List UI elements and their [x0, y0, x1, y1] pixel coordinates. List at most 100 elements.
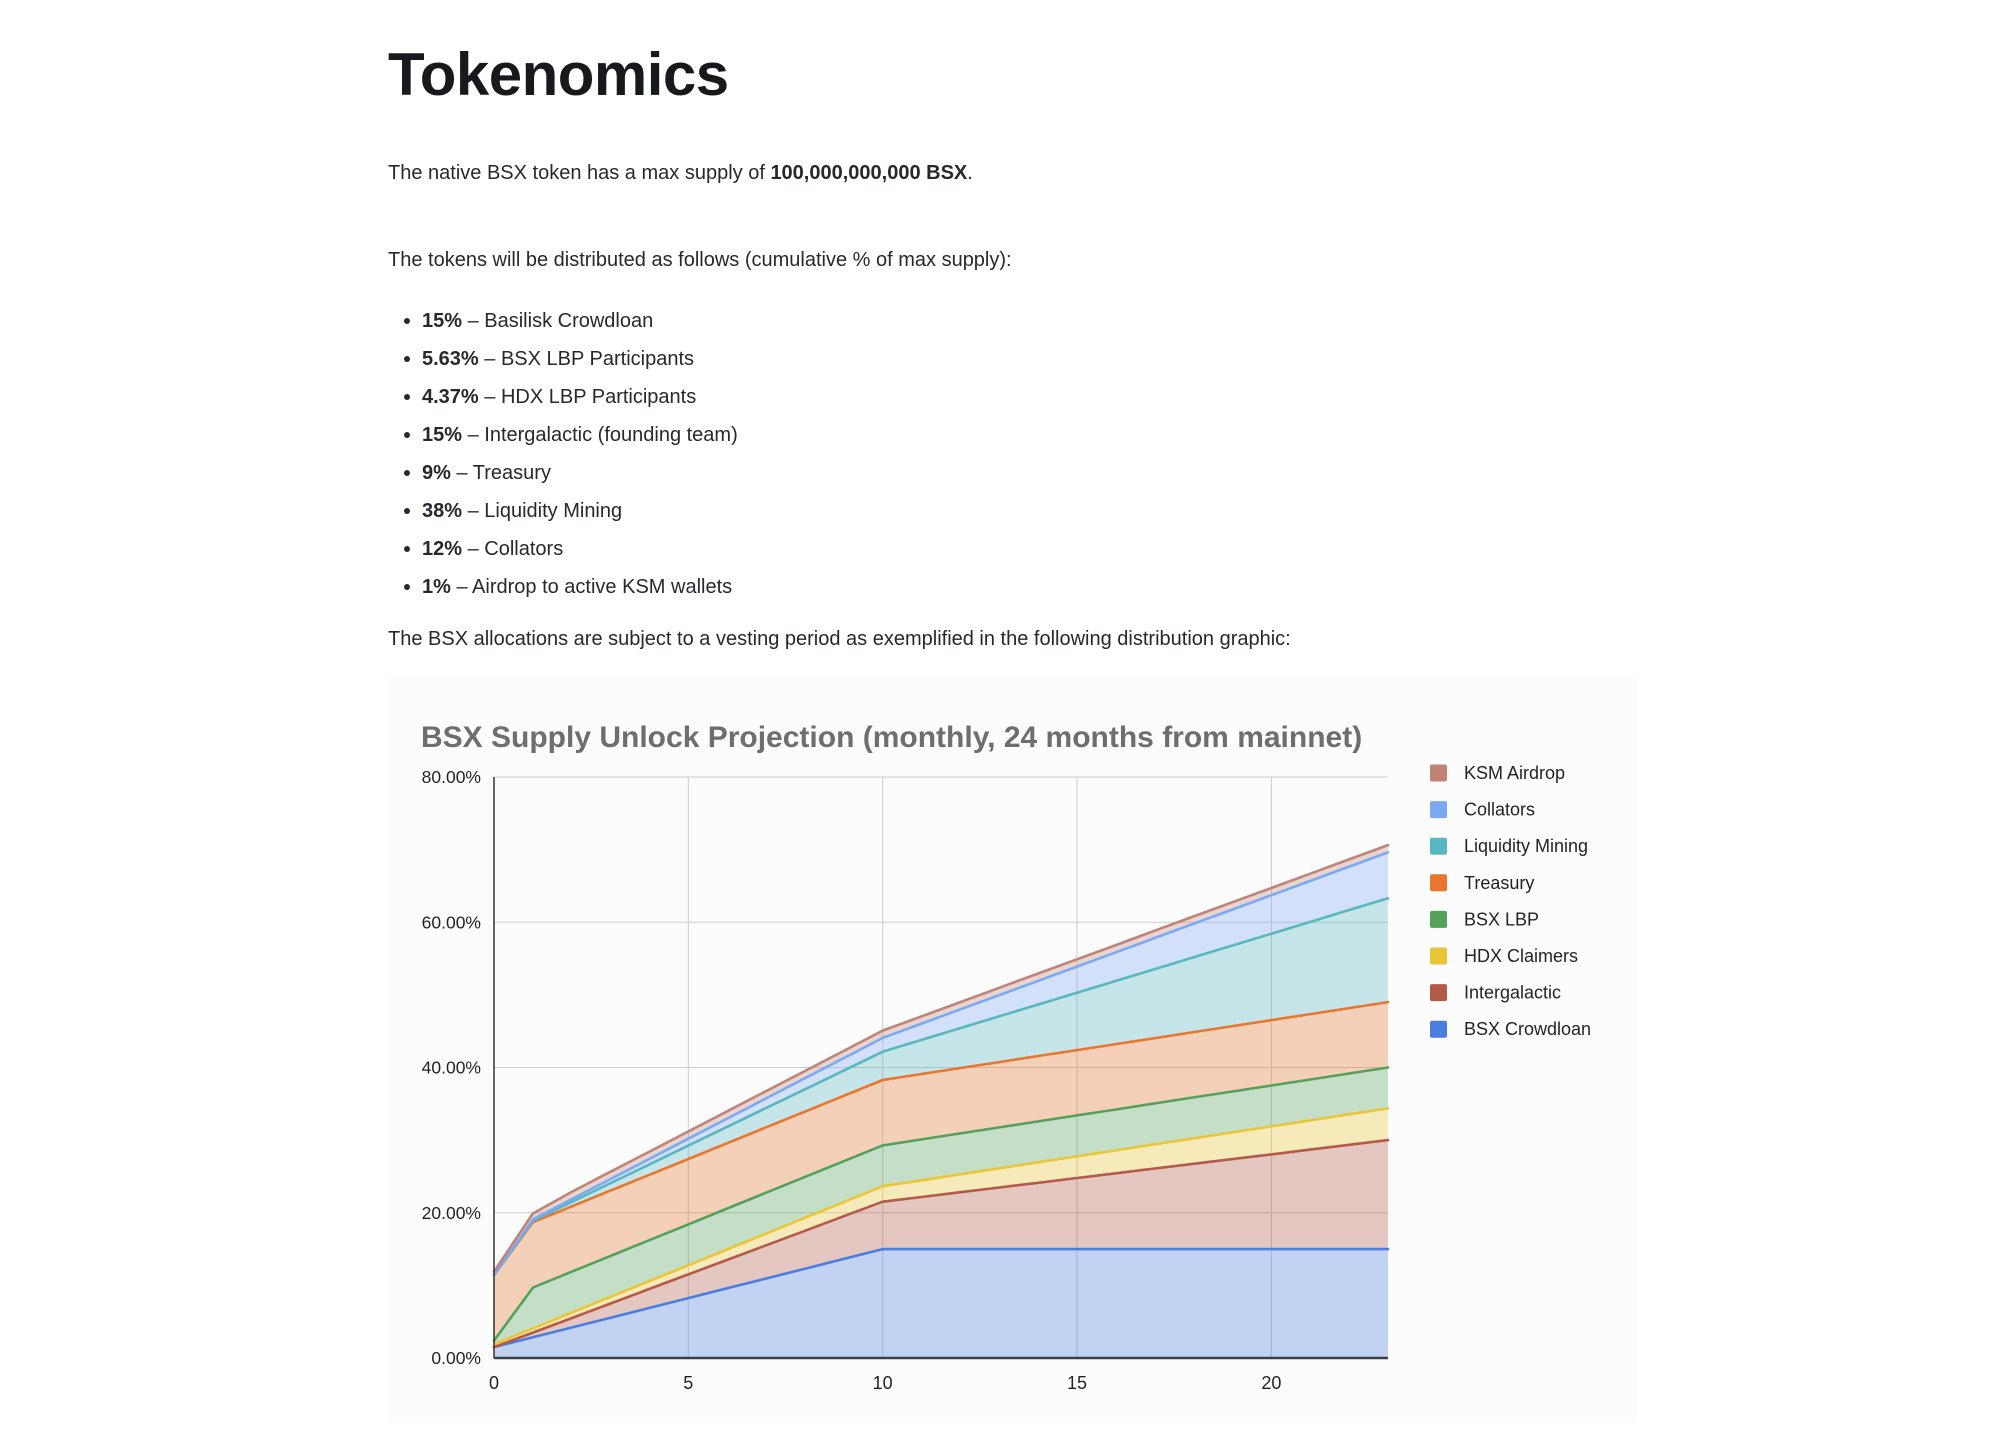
series-line-bsx-crowdloan — [492, 1247, 1390, 1349]
legend: KSM Airdrop Collators Liquidity Mining Trea… — [1430, 763, 1591, 1039]
legend-swatch-icon — [1430, 801, 1447, 819]
series-area-intergalactic — [494, 1140, 1388, 1348]
series-line-intergalactic — [492, 1138, 1390, 1349]
allocation-percent: 5.63% — [422, 348, 479, 370]
bullet-icon — [404, 394, 410, 400]
max-supply-value: 100,000,000,000 BSX — [770, 162, 968, 184]
allocation-percent: 15% — [422, 310, 463, 332]
axes — [493, 777, 1388, 1360]
distribution-item-intergalactic: 15% – Intergalactic (founding team) — [404, 422, 2000, 448]
bullet-icon — [404, 584, 410, 590]
x-tick-label: 0 — [489, 1373, 499, 1393]
x-tick-label: 5 — [683, 1373, 693, 1393]
distribution-item-treasury: 9% – Treasury — [404, 460, 2000, 486]
series-area-bsx-crowdloan — [494, 1249, 1388, 1358]
series-line-bsx-lbp — [492, 1066, 1390, 1342]
bullet-icon — [404, 508, 410, 514]
chart-title: BSX Supply Unlock Projection (monthly, 2… — [421, 721, 1362, 754]
series-line-treasury — [492, 1000, 1390, 1277]
legend-swatch-icon — [1430, 910, 1447, 928]
distribution-intro: The tokens will be distributed as follow… — [388, 249, 1012, 271]
series-line-hdx-claimers — [492, 1107, 1390, 1346]
series-line-liquidity-mining — [492, 897, 1390, 1277]
allocation-percent: 15% — [422, 424, 463, 446]
distribution-item-collators: 12% – Collators — [404, 536, 2000, 562]
allocation-label: – Airdrop to active KSM wallets — [456, 576, 733, 598]
series-line-collators — [492, 851, 1390, 1277]
allocation-label: – Collators — [467, 538, 564, 560]
x-tick-label: 20 — [1261, 1373, 1281, 1393]
legend-label: BSX Crowdloan — [1464, 1019, 1591, 1039]
allocation-percent: 9% — [422, 462, 451, 484]
x-tick-label: 10 — [873, 1373, 893, 1393]
series-area-hdx-claimers — [494, 1108, 1388, 1348]
bullet-icon — [404, 356, 410, 362]
allocation-percent: 4.37% — [422, 386, 479, 408]
series-area-liquidity-mining — [494, 898, 1388, 1276]
svg-text:BSX Supply Unlock Projection (: BSX Supply Unlock Projection (monthly, 2… — [421, 721, 1362, 754]
allocation-label: – Intergalactic (founding team) — [467, 424, 738, 446]
bullet-icon — [404, 470, 410, 476]
series-area-treasury — [494, 1002, 1388, 1341]
legend-swatch-icon — [1430, 984, 1447, 1002]
allocation-percent: 1% — [422, 576, 451, 598]
legend-swatch-icon — [1430, 947, 1447, 965]
series-line-ksm-airdrop — [492, 843, 1390, 1273]
legend-swatch-icon — [1430, 764, 1447, 782]
allocation-label: – BSX LBP Participants — [484, 348, 695, 370]
legend-item-bsx-crowdloan: BSX Crowdloan — [1430, 1019, 1591, 1039]
legend-swatch-icon — [1430, 1020, 1447, 1038]
vesting-paragraph: The BSX allocations are subject to a ves… — [388, 628, 1291, 650]
legend-swatch-icon — [1430, 874, 1447, 892]
bullet-icon — [404, 546, 410, 552]
distribution-item-ksm-airdrop: 1% – Airdrop to active KSM wallets — [404, 574, 2000, 600]
y-tick-label: 60.00% — [422, 912, 481, 932]
bullet-icon — [404, 432, 410, 438]
grid — [494, 776, 1388, 1358]
supply-unlock-chart: BSX Supply Unlock Projection (monthly, 2… — [421, 721, 1591, 1393]
legend-item-treasury: Treasury — [1430, 873, 1534, 893]
y-tick-label: 40.00% — [422, 1058, 481, 1078]
series-area-bsx-lbp — [494, 1067, 1388, 1345]
allocation-label: – Treasury — [456, 462, 551, 484]
y-tick-label: 0.00% — [431, 1348, 481, 1368]
legend-item-collators: Collators — [1430, 800, 1535, 820]
max-supply-prefix: The native BSX token has a max supply of — [388, 162, 771, 184]
legend-label: BSX LBP — [1464, 909, 1539, 929]
allocation-label: – HDX LBP Participants — [484, 386, 697, 408]
legend-item-intergalactic: Intergalactic — [1430, 983, 1561, 1003]
legend-item-hdx-claimers: HDX Claimers — [1430, 946, 1578, 966]
distribution-item-crowdloan: 15% – Basilisk Crowdloan — [404, 308, 2000, 334]
legend-item-ksm-airdrop: KSM Airdrop — [1430, 763, 1565, 783]
series-areas — [494, 845, 1388, 1358]
max-supply-paragraph: The native BSX token has a max supply of… — [388, 160, 2000, 187]
legend-label: Collators — [1464, 800, 1535, 820]
y-tick-label: 80.00% — [422, 767, 481, 787]
chart-card: BSX Supply Unlock Projection (monthly, 2… — [388, 677, 1638, 1422]
max-supply-suffix: . — [967, 162, 973, 184]
legend-label: Treasury — [1464, 873, 1534, 893]
series-area-collators — [494, 852, 1388, 1276]
legend-item-bsx-lbp: BSX LBP — [1430, 909, 1539, 929]
distribution-item-hdx-lbp: 4.37% – HDX LBP Participants — [404, 384, 2000, 410]
distribution-item-liquidity-mining: 38% – Liquidity Mining — [404, 498, 2000, 524]
distribution-list: 15% – Basilisk Crowdloan 5.63% – BSX LBP… — [388, 308, 2000, 600]
y-axis-labels: 0.00% 20.00% 40.00% 60.00% 80.00% — [422, 767, 481, 1368]
legend-label: HDX Claimers — [1464, 946, 1578, 966]
legend-swatch-icon — [1430, 837, 1447, 855]
allocation-percent: 38% — [422, 500, 463, 522]
allocation-label: – Basilisk Crowdloan — [467, 310, 654, 332]
legend-label: KSM Airdrop — [1464, 763, 1565, 783]
distribution-item-bsx-lbp: 5.63% – BSX LBP Participants — [404, 346, 2000, 372]
allocation-label: – Liquidity Mining — [467, 500, 623, 522]
series-lines — [492, 843, 1390, 1349]
x-tick-label: 15 — [1067, 1373, 1087, 1393]
x-axis-labels: 0 5 10 15 20 — [489, 1373, 1281, 1393]
page-title: Tokenomics — [388, 41, 729, 108]
legend-item-liquidity-mining: Liquidity Mining — [1430, 836, 1588, 856]
legend-label: Liquidity Mining — [1464, 836, 1588, 856]
y-tick-label: 20.00% — [422, 1203, 481, 1223]
allocation-percent: 12% — [422, 538, 463, 560]
bullet-icon — [404, 318, 410, 324]
